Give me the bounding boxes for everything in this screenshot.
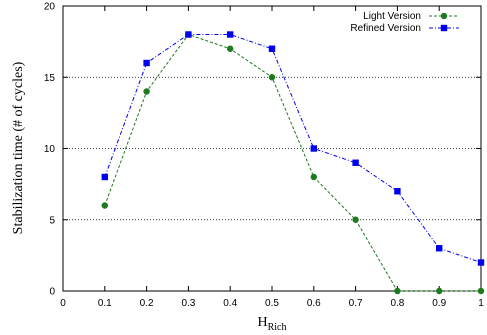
data-point-light-version [310,173,317,181]
x-tick-label: 0.4 [223,298,237,309]
data-point-light-version [268,74,276,81]
data-point-refined-version [352,159,359,166]
data-point-refined-version [436,245,443,252]
x-tick-label: 0.2 [140,298,154,309]
y-tick-label: 5 [49,215,55,226]
y-tick-label: 20 [44,2,56,13]
data-point-refined-version [310,145,317,152]
data-point-refined-version [185,31,192,38]
data-point-light-version [436,287,443,295]
x-tick-label: 0 [60,298,66,309]
data-point-refined-version [227,31,234,38]
data-point-refined-version [268,45,276,52]
series-line-refined-version [104,34,482,263]
data-point-light-version [143,88,150,95]
axis-ticks: 0 5 10 15 20 0 0.1 0.2 0.3 0.4 0.5 0.6 0.7 0.8 0.9 1 [44,2,484,310]
x-tick-label: 0.9 [432,298,446,309]
x-tick-label: 1 [478,298,484,309]
x-tick-label: 0.1 [98,298,112,309]
series-refined-version [101,31,485,266]
y-axis-title: Stabilization time (# of cycles) [11,61,26,234]
x-axis-title-subscript: Rich [268,322,287,333]
x-tick-label: 0.3 [181,298,195,309]
data-point-refined-version [394,188,401,195]
y-tick-label: 15 [44,73,56,84]
legend-label-refined-version: Refined Version [350,23,421,34]
x-tick-label: 0.6 [307,298,321,309]
series-light-version [101,31,485,295]
y-tick-label: 10 [44,144,56,155]
data-point-refined-version [101,173,108,181]
series-group [101,31,485,295]
x-tick-label: 0.7 [349,298,363,309]
legend: Light Version Refined Version [350,11,459,34]
y-tick-label: 0 [49,287,55,298]
data-point-refined-version [477,259,485,266]
data-point-light-version [352,216,359,223]
data-point-light-version [477,287,485,295]
legend-marker-refined-version [440,24,448,32]
x-axis-title-main: H [257,315,267,330]
data-point-refined-version [143,59,150,67]
grid-lines [63,76,481,221]
series-line-light-version [104,33,481,292]
legend-label-light-version: Light Version [363,11,421,22]
x-axis-title: HRich [257,315,286,333]
data-point-light-version [227,45,234,52]
x-tick-label: 0.5 [265,298,279,309]
x-tick-label: 0.8 [390,298,404,309]
data-point-light-version [394,287,401,295]
data-point-light-version [101,202,109,209]
legend-marker-light-version [440,12,448,20]
